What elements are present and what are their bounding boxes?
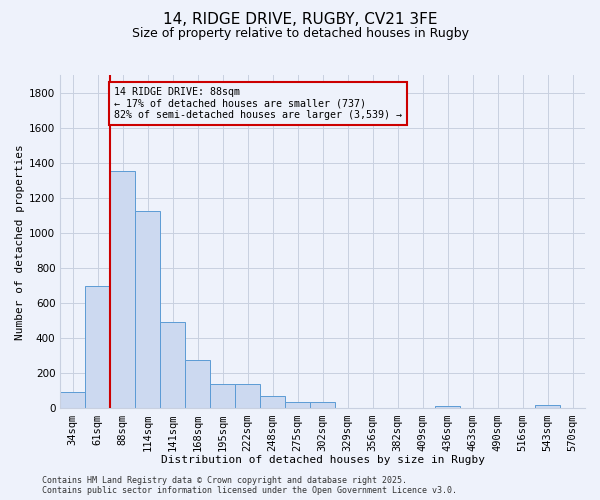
Bar [60, 392, 85, 408]
Bar [210, 384, 235, 408]
Text: Contains HM Land Registry data © Crown copyright and database right 2025.
Contai: Contains HM Land Registry data © Crown c… [42, 476, 457, 495]
Bar [185, 360, 210, 408]
Bar [435, 406, 460, 408]
Bar [260, 396, 285, 408]
Bar [310, 402, 335, 408]
Bar [160, 322, 185, 408]
Text: Size of property relative to detached houses in Rugby: Size of property relative to detached ho… [131, 28, 469, 40]
X-axis label: Distribution of detached houses by size in Rugby: Distribution of detached houses by size … [161, 455, 485, 465]
Bar [135, 211, 160, 408]
Text: 14 RIDGE DRIVE: 88sqm
← 17% of detached houses are smaller (737)
82% of semi-det: 14 RIDGE DRIVE: 88sqm ← 17% of detached … [114, 88, 402, 120]
Bar [235, 384, 260, 408]
Bar [110, 170, 135, 408]
Bar [285, 402, 310, 408]
Bar [85, 286, 110, 408]
Bar [535, 405, 560, 408]
Text: 14, RIDGE DRIVE, RUGBY, CV21 3FE: 14, RIDGE DRIVE, RUGBY, CV21 3FE [163, 12, 437, 28]
Y-axis label: Number of detached properties: Number of detached properties [15, 144, 25, 340]
